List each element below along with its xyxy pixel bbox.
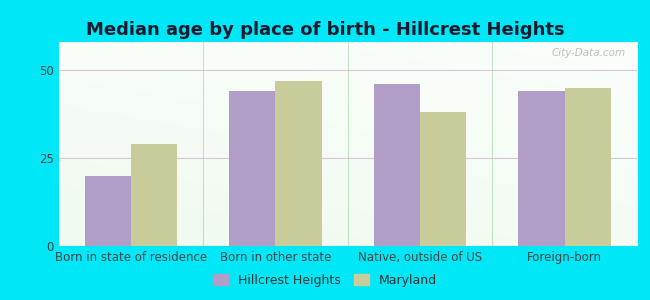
Bar [131, 144, 177, 246]
Bar [229, 91, 276, 246]
Bar [374, 84, 420, 246]
Legend: Hillcrest Heights, Maryland: Hillcrest Heights, Maryland [209, 270, 441, 291]
Bar [519, 91, 565, 246]
Text: City-Data.com: City-Data.com [551, 48, 625, 58]
Bar [420, 112, 466, 246]
Bar [565, 88, 611, 246]
Text: Median age by place of birth - Hillcrest Heights: Median age by place of birth - Hillcrest… [86, 21, 564, 39]
Bar [84, 176, 131, 246]
Bar [276, 81, 322, 246]
